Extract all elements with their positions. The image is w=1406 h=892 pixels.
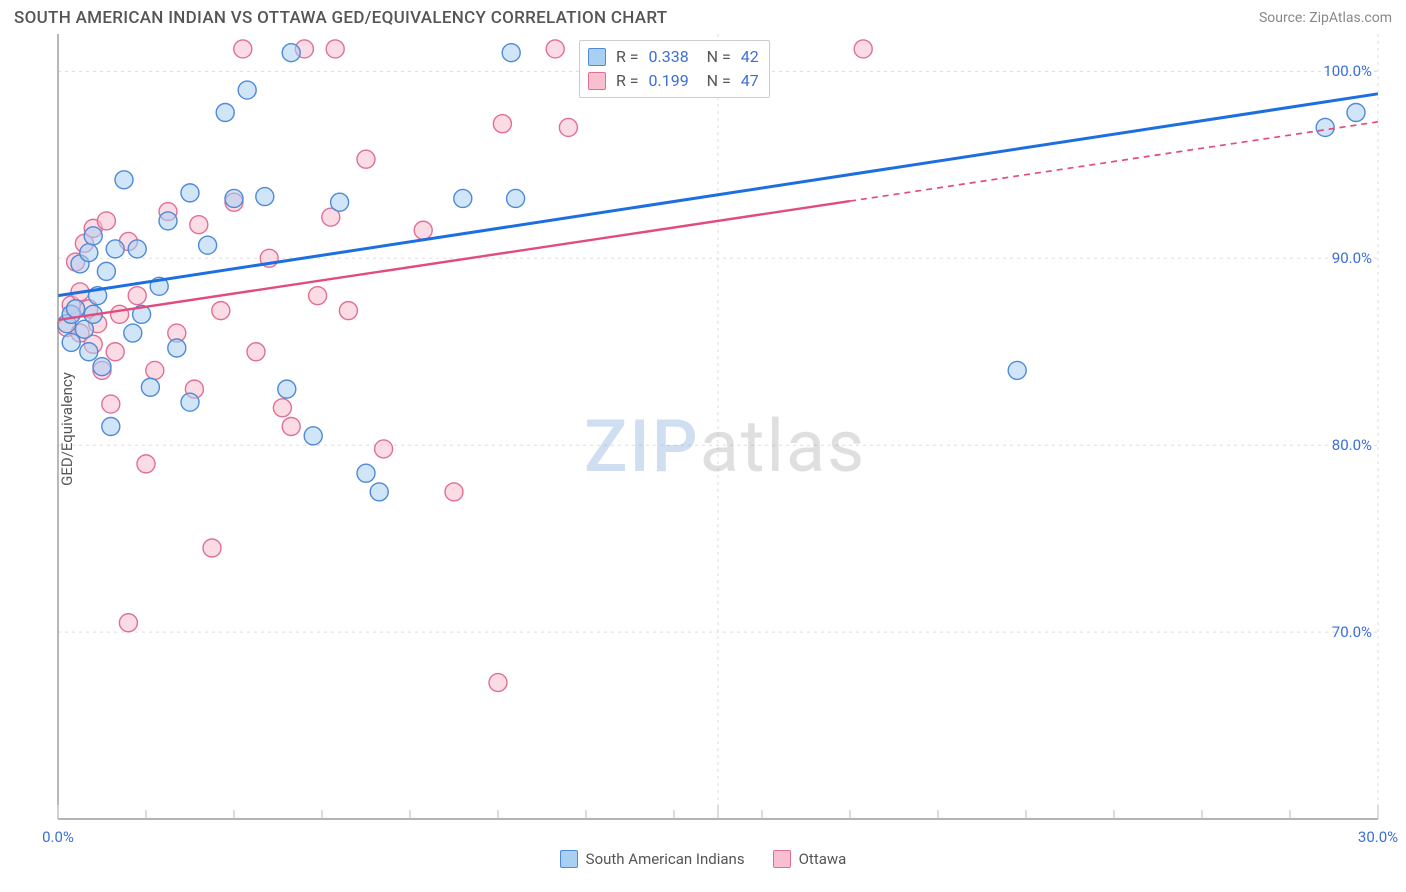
legend-r-value: 0.199 <box>649 69 689 93</box>
legend-r-label: R = <box>612 69 643 93</box>
y-tick-label: 90.0% <box>1332 249 1372 267</box>
legend-swatch <box>588 72 606 90</box>
legend-r-value: 0.338 <box>649 45 689 69</box>
correlation-legend-row: R = 0.338 N = 42 <box>588 45 759 69</box>
legend-n-value: 42 <box>741 45 759 69</box>
correlation-legend-row: R = 0.199 N = 47 <box>588 69 759 93</box>
legend-label: South American Indians <box>586 850 745 868</box>
legend-swatch <box>588 48 606 66</box>
legend-item: South American Indians <box>560 850 745 868</box>
chart-area: GED/Equivalency 70.0% 80.0% 90.0% 100.0% R … <box>14 34 1392 824</box>
legend-swatch <box>773 850 791 868</box>
legend-n-label: N = <box>695 69 735 93</box>
y-tick-label: 70.0% <box>1332 623 1372 641</box>
y-tick-label: 80.0% <box>1332 436 1372 454</box>
legend-label: Ottawa <box>799 850 847 868</box>
legend-r-label: R = <box>612 45 643 69</box>
chart-source: Source: ZipAtlas.com <box>1259 10 1392 26</box>
correlation-legend: R = 0.338 N = 42 R = 0.199 N = 47 <box>579 40 770 98</box>
x-tick-label: 30.0% <box>1358 828 1398 846</box>
chart-title: SOUTH AMERICAN INDIAN VS OTTAWA GED/EQUI… <box>14 8 667 28</box>
legend-item: Ottawa <box>773 850 847 868</box>
series-legend: South American Indians Ottawa <box>0 848 1406 868</box>
y-axis-label: GED/Equivalency <box>58 372 76 486</box>
x-tick-label: 0.0% <box>42 828 74 846</box>
y-tick-label: 100.0% <box>1323 62 1372 80</box>
legend-swatch <box>560 850 578 868</box>
scatter-plot-svg <box>14 34 1392 824</box>
legend-n-label: N = <box>695 45 735 69</box>
legend-n-value: 47 <box>741 69 759 93</box>
chart-header: SOUTH AMERICAN INDIAN VS OTTAWA GED/EQUI… <box>0 0 1406 34</box>
x-tick-labels: 0.0%30.0% <box>14 824 1392 848</box>
